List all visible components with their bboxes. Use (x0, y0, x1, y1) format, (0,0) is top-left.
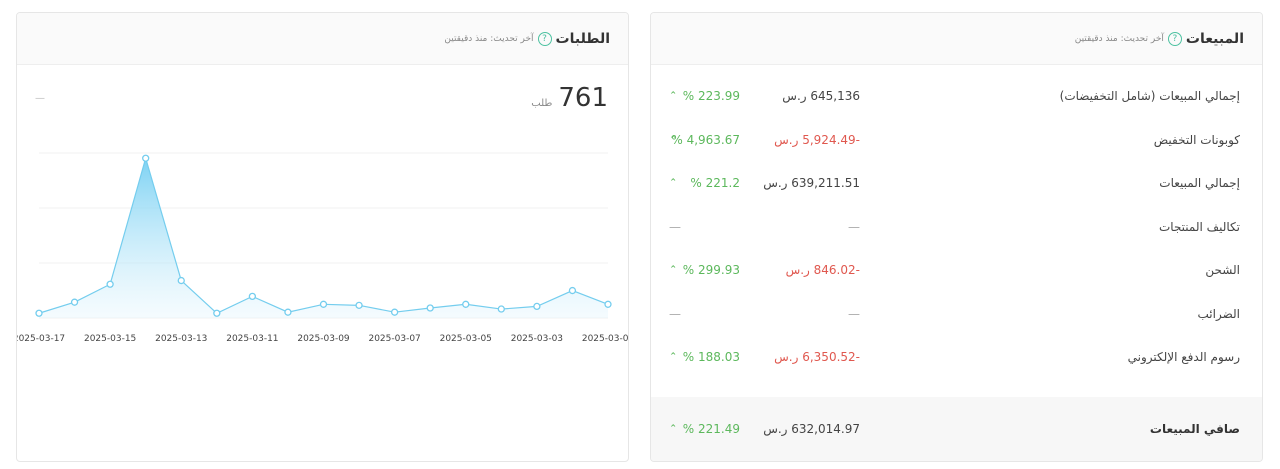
row-label: إجمالي المبيعات (شامل التخفيضات) (1059, 89, 1240, 103)
x-tick-label: 2025-03-13 (155, 334, 207, 344)
row-value: — (848, 219, 860, 234)
up-caret: ⌃ (669, 134, 678, 145)
row-label: إجمالي المبيعات (1159, 176, 1240, 190)
net-label: صافي المبيعات (1149, 422, 1240, 436)
area (39, 158, 608, 318)
point (426, 304, 434, 312)
net-row: صافي المبيعات 632,014.97 ر.س 221.49 % ⌃ (651, 397, 1262, 461)
row-value: 645,136 ر.س (782, 89, 860, 103)
point (568, 286, 577, 295)
point (142, 154, 150, 162)
sales-title: المبيعات (1185, 30, 1244, 47)
row-value: -5,924.49 ر.س (774, 132, 860, 147)
row-value: 639,211.51 ر.س (763, 176, 860, 190)
net-value: 632,014.97 ر.س (763, 422, 860, 436)
row-change: 188.03 % (682, 350, 740, 364)
x-tick-label: 2025-03-01 (582, 334, 628, 344)
x-tick-label: 2025-03-05 (440, 334, 492, 344)
row-label: الشحن (1205, 263, 1240, 277)
row-label: رسوم الدفع الإلكتروني (1127, 350, 1240, 364)
sales-header: المبيعات ? آخر تحديث: منذ دقيقتين (651, 13, 1262, 65)
help-icon[interactable]: ? (1167, 31, 1182, 46)
row-change: — (669, 306, 681, 321)
point (284, 308, 292, 316)
up-caret: ⌃ (669, 264, 678, 276)
orders-total: 761 (558, 83, 608, 113)
point (213, 309, 221, 317)
row-value: -6,350.52 ر.س (774, 350, 860, 364)
x-tick-label: 2025-03-03 (511, 334, 563, 344)
row-label: تكاليف المنتجات (1158, 219, 1240, 234)
point (35, 309, 43, 317)
sales-row: الضرائب — — (651, 293, 1262, 335)
point (319, 300, 328, 308)
row-value: — (848, 306, 860, 321)
net-change: 221.49 % (682, 422, 740, 436)
up-caret: ⌃ (669, 351, 678, 363)
sales-updated: آخر تحديث: منذ دقيقتين (1074, 33, 1164, 44)
row-value: -846.02 ر.س (785, 263, 860, 277)
row-label: كوبونات التخفيض (1153, 132, 1240, 147)
orders-title: الطلبات (555, 30, 610, 47)
point (390, 308, 399, 316)
sales-row: كوبونات التخفيض -5,924.49 ر.س 4,963.67 % ⌃ (651, 119, 1262, 161)
sales-panel: المبيعات ? آخر تحديث: منذ دقيقتين صافي ا… (650, 12, 1263, 462)
orders-header: الطلبات ? آخر تحديث: منذ دقيقتين (17, 13, 628, 65)
sales-row: رسوم الدفع الإلكتروني -6,350.52 ر.س 188.03… (651, 336, 1262, 378)
orders-updated: آخر تحديث: منذ دقيقتين (444, 33, 534, 44)
x-tick-label: 2025-03-11 (226, 334, 278, 344)
sales-row: إجمالي المبيعات 639,211.51 ر.س 221.2 % ⌃ (651, 162, 1262, 204)
orders-total-box: 761 طلب (531, 83, 608, 113)
up-caret: ⌃ (669, 90, 678, 102)
help-icon[interactable]: ? (537, 31, 552, 46)
up-caret: ⌃ (669, 423, 678, 435)
sales-row: الشحن -846.02 ر.س 299.93 % ⌃ (651, 249, 1262, 291)
row-change: 221.2 % (690, 176, 740, 190)
x-tick-label: 2025-03-15 (84, 334, 136, 344)
x-tick-label: 2025-03-09 (297, 334, 350, 344)
point (462, 300, 470, 308)
orders-unit: طلب (531, 98, 553, 109)
x-tick-label: 2025-03-07 (368, 334, 420, 344)
point (497, 305, 505, 313)
point (248, 292, 257, 301)
sales-row: تكاليف المنتجات — — (651, 206, 1262, 248)
sales-row: إجمالي المبيعات (شامل التخفيضات) 645,136 … (651, 75, 1262, 117)
row-change: — (669, 219, 681, 234)
point (355, 301, 363, 309)
row-change: 299.93 % (682, 263, 740, 277)
point (106, 280, 114, 288)
point (533, 302, 541, 311)
point (177, 276, 185, 285)
compare-dash: — (35, 93, 45, 104)
row-change: 223.99 % (682, 89, 740, 103)
x-tick-label: 2025-03-17 (17, 334, 65, 344)
row-label: الضرائب (1197, 306, 1240, 321)
row-change: 4,963.67 % (671, 132, 740, 147)
point (604, 300, 612, 308)
up-caret: ⌃ (669, 177, 678, 189)
orders-panel: الطلبات ? آخر تحديث: منذ دقيقتين 761 طلب… (16, 12, 629, 462)
point (70, 298, 79, 306)
orders-chart: 2025-03-17 2025-03-15 2025-03-13 2025-03-11… (17, 152, 628, 344)
